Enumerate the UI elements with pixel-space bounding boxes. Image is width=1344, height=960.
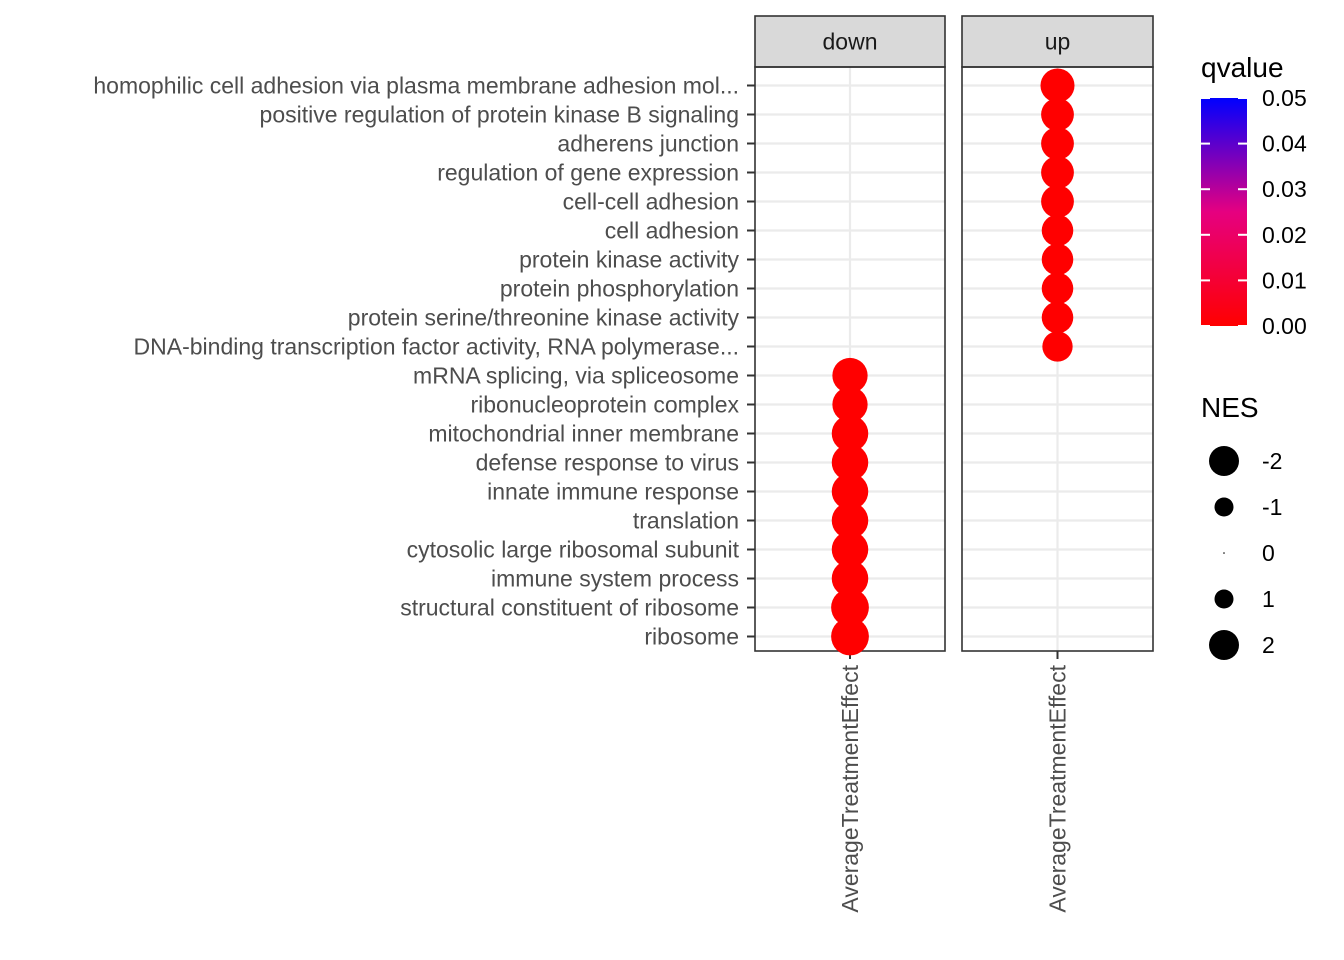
y-tick-label: cell adhesion [605, 218, 739, 244]
color-legend-label: 0.03 [1262, 176, 1307, 202]
facet-strip-up [961, 15, 1154, 68]
size-legend-key [1209, 446, 1239, 476]
data-point [1041, 156, 1074, 189]
x-axis-labels: AverageTreatmentEffect AverageTreatmentEf… [837, 664, 1071, 912]
size-legend-key [1214, 497, 1234, 517]
y-tick-label: translation [633, 508, 739, 534]
size-legend-label: -1 [1262, 494, 1282, 520]
size-legend-key [1214, 589, 1234, 609]
color-legend-label: 0.02 [1262, 222, 1307, 248]
y-tick-label: defense response to virus [476, 450, 739, 476]
y-axis-labels: homophilic cell adhesion via plasma memb… [93, 73, 755, 650]
data-point [831, 531, 869, 568]
data-point [1042, 331, 1073, 362]
y-tick-label: cytosolic large ribosomal subunit [407, 537, 740, 563]
y-tick-label: mitochondrial inner membrane [428, 421, 739, 447]
y-tick-label: positive regulation of protein kinase B … [260, 102, 739, 128]
y-tick-label: immune system process [491, 566, 739, 592]
size-legend-key [1209, 630, 1239, 660]
y-tick-label: protein phosphorylation [500, 276, 739, 302]
y-tick-label: protein serine/threonine kinase activity [348, 305, 740, 331]
data-points [831, 68, 1075, 656]
x-tick-label: AverageTreatmentEffect [1045, 664, 1071, 912]
data-point [832, 386, 868, 423]
y-tick-label: structural constituent of ribosome [400, 595, 739, 621]
y-tick-label: protein kinase activity [519, 247, 739, 273]
y-tick-label: homophilic cell adhesion via plasma memb… [93, 73, 739, 99]
y-tick-label: cell-cell adhesion [563, 189, 739, 215]
data-point [831, 617, 869, 656]
y-tick-label: mRNA splicing, via spliceosome [413, 363, 739, 389]
data-point [1041, 301, 1074, 334]
facet-strip-down [754, 15, 946, 68]
size-legend-label: 0 [1262, 540, 1275, 566]
data-point [831, 473, 869, 510]
y-tick-label: ribosome [644, 624, 739, 650]
color-legend-bar [1201, 98, 1247, 326]
size-legend-label: 1 [1262, 586, 1275, 612]
y-tick-label: DNA-binding transcription factor activit… [134, 334, 739, 360]
facet-strip-label: down [823, 29, 878, 55]
data-point [1041, 243, 1074, 276]
data-point [1041, 214, 1074, 247]
y-tick-label: ribonucleoprotein complex [471, 392, 740, 418]
data-point [831, 415, 869, 452]
data-point [1041, 127, 1074, 160]
color-legend-title: qvalue [1201, 52, 1284, 83]
data-point [831, 502, 869, 539]
size-legend-label: 2 [1262, 632, 1275, 658]
facet-strip-label: up [1045, 29, 1071, 55]
color-legend-label: 0.00 [1262, 313, 1307, 339]
color-legend-label: 0.04 [1262, 131, 1307, 157]
x-tick-label: AverageTreatmentEffect [837, 664, 863, 912]
panels-layer: down up [754, 15, 1154, 659]
data-point [1041, 185, 1074, 218]
data-point [1041, 272, 1074, 305]
size-legend-title: NES [1201, 392, 1259, 423]
data-point [831, 444, 869, 481]
color-legend-label: 0.01 [1262, 267, 1307, 293]
size-legend-label: -2 [1262, 448, 1282, 474]
color-legend-label: 0.05 [1262, 85, 1307, 111]
data-point [832, 357, 868, 394]
size-legend-key [1223, 552, 1225, 554]
y-tick-label: adherens junction [557, 131, 739, 157]
y-tick-label: innate immune response [487, 479, 739, 505]
data-point [831, 588, 869, 627]
data-point [1041, 98, 1074, 131]
data-point [831, 560, 869, 597]
y-tick-label: regulation of gene expression [437, 160, 739, 186]
data-point [1040, 68, 1075, 103]
